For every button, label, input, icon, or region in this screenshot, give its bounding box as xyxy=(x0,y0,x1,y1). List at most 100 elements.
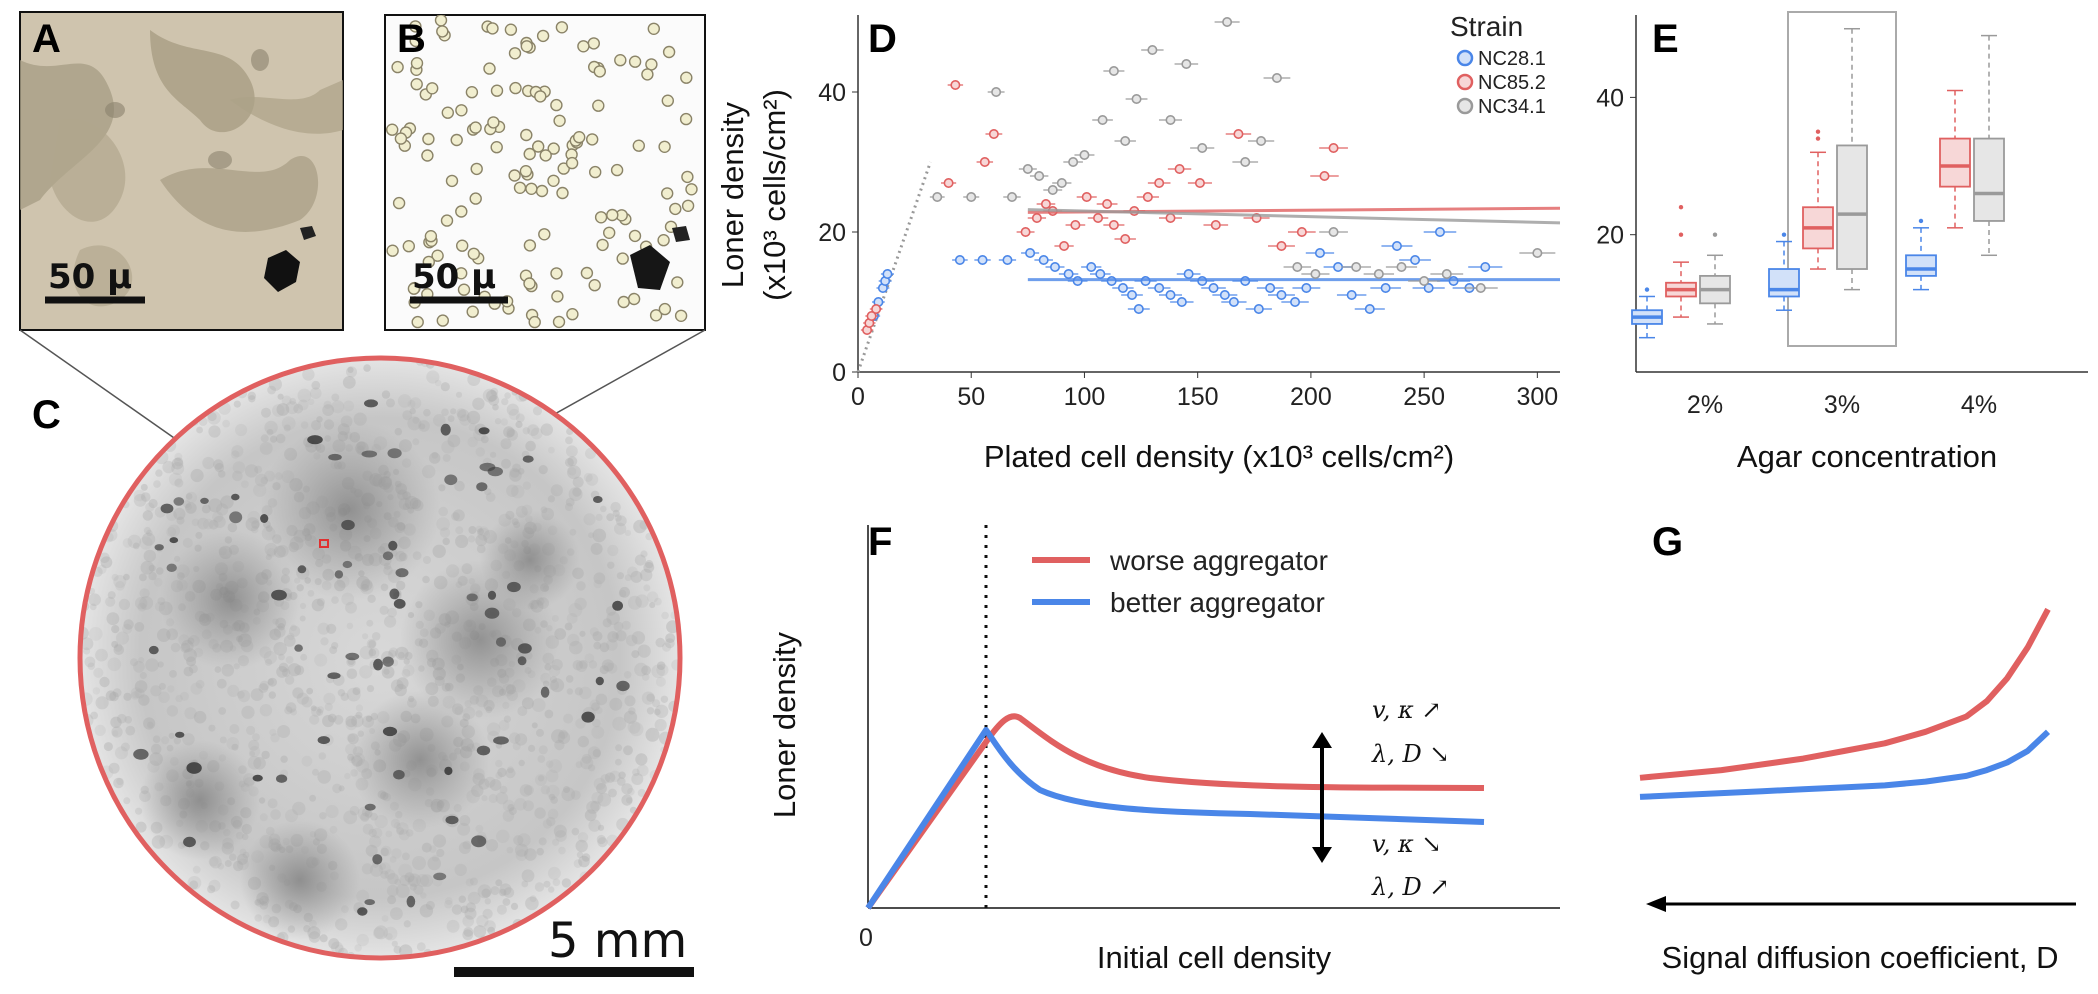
background-cell xyxy=(173,457,184,467)
data-point xyxy=(1108,220,1119,231)
background-cell xyxy=(267,678,274,686)
yeast-cell xyxy=(436,25,449,38)
background-cell xyxy=(480,435,489,444)
background-cell xyxy=(260,434,269,443)
background-cell xyxy=(409,407,416,415)
background-cell xyxy=(337,689,346,697)
data-point xyxy=(1391,241,1402,252)
background-cell xyxy=(441,440,455,454)
background-cell xyxy=(652,699,661,708)
data-point xyxy=(1102,199,1113,210)
data-point xyxy=(1142,192,1153,203)
aggregate xyxy=(522,455,534,463)
aggregate xyxy=(616,680,630,692)
background-cell xyxy=(506,846,514,854)
background-cell xyxy=(227,522,238,533)
background-cell xyxy=(123,619,134,630)
background-cell xyxy=(419,904,434,918)
background-cell xyxy=(166,527,177,537)
yeast-cell xyxy=(550,98,563,112)
background-cell xyxy=(518,759,525,767)
background-cell xyxy=(197,517,209,530)
aggregate xyxy=(169,537,179,544)
background-cell xyxy=(150,685,162,697)
background-cell xyxy=(248,739,260,751)
background-cell xyxy=(344,772,351,780)
data-point xyxy=(1364,303,1375,314)
background-cell xyxy=(196,426,204,434)
background-cell xyxy=(593,777,606,790)
background-cell xyxy=(290,708,298,716)
data-point xyxy=(1480,261,1491,272)
data-point xyxy=(1292,261,1303,272)
yeast-cell xyxy=(394,132,408,145)
background-cell xyxy=(537,755,546,763)
background-cell xyxy=(503,715,511,723)
background-cell xyxy=(317,622,330,635)
data-point xyxy=(1176,296,1187,307)
aggregate xyxy=(229,511,243,524)
background-cell xyxy=(267,385,276,395)
aggregate xyxy=(476,745,491,756)
data-point xyxy=(1346,289,1357,300)
background-cell xyxy=(660,695,669,703)
background-cell xyxy=(316,598,325,607)
background-cell xyxy=(621,620,631,630)
background-cell xyxy=(522,481,531,490)
background-cell xyxy=(310,705,317,712)
aggregate xyxy=(484,607,500,619)
background-cell xyxy=(628,707,636,715)
background-cell xyxy=(340,692,349,701)
background-cell xyxy=(640,568,653,582)
background-cell xyxy=(368,648,377,657)
background-cell xyxy=(109,691,119,702)
background-cell xyxy=(280,755,288,763)
aggregate xyxy=(479,462,496,472)
aggregate xyxy=(260,514,269,523)
param-annotation: v, κ ↗ xyxy=(1372,696,1441,724)
data-point xyxy=(1380,282,1391,293)
background-cell xyxy=(229,853,237,861)
background-cell xyxy=(381,390,391,399)
background-cell xyxy=(488,793,498,804)
aggregate xyxy=(387,448,402,459)
background-cell xyxy=(503,887,515,898)
aggregate xyxy=(382,656,394,667)
background-cell xyxy=(514,798,527,811)
background-cell xyxy=(317,706,325,714)
background-cell xyxy=(536,728,544,737)
background-cell xyxy=(346,668,358,680)
background-cell xyxy=(521,880,529,888)
data-point xyxy=(1475,282,1486,293)
aggregate xyxy=(361,450,378,458)
background-cell xyxy=(140,483,148,491)
background-cell xyxy=(451,904,463,915)
cell-cloud xyxy=(140,740,260,860)
y-axis-title-units: (x10³ cells/cm²) xyxy=(757,89,792,301)
background-cell xyxy=(325,804,339,819)
background-cell xyxy=(468,423,477,432)
data-point xyxy=(1434,227,1445,238)
background-cell xyxy=(217,470,226,478)
background-cell xyxy=(462,915,475,927)
background-cell xyxy=(629,722,644,737)
background-cell xyxy=(572,660,583,671)
background-cell xyxy=(623,671,632,679)
background-cell xyxy=(584,809,597,822)
background-cell xyxy=(123,692,132,701)
x-tick-label: 3% xyxy=(1824,391,1860,419)
background-cell xyxy=(264,658,273,666)
background-cell xyxy=(391,940,398,947)
background-cell xyxy=(138,694,150,706)
background-cell xyxy=(416,942,426,952)
background-cell xyxy=(607,544,619,557)
background-cell xyxy=(519,784,533,797)
background-cell xyxy=(324,702,333,712)
background-cell xyxy=(436,848,445,858)
aggregate xyxy=(433,872,447,881)
background-cell xyxy=(413,884,424,895)
background-cell xyxy=(523,785,534,796)
data-point xyxy=(1079,150,1090,161)
background-cell xyxy=(634,662,648,677)
background-cell xyxy=(362,823,374,835)
